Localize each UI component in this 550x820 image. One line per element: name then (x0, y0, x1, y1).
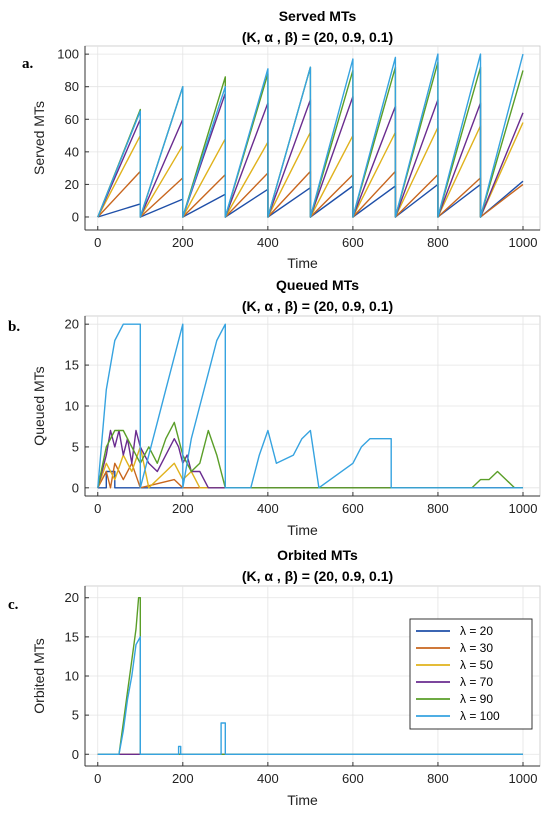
x-tick-label: 1000 (509, 235, 538, 250)
panel-subtitle: (K, α , β) = (20, 0.9, 0.1) (242, 29, 393, 45)
series-group (97, 323, 523, 489)
y-tick-label: 100 (57, 47, 79, 62)
panel-letter-label: c. (8, 597, 19, 613)
x-tick-label: 200 (172, 501, 194, 516)
y-tick-label: 80 (65, 79, 79, 94)
panel-subtitle: (K, α , β) = (20, 0.9, 0.1) (242, 298, 393, 314)
x-tick-label: 400 (257, 235, 279, 250)
y-tick-label: 60 (65, 112, 79, 127)
x-tick-label: 200 (172, 235, 194, 250)
y-tick-label: 0 (72, 209, 79, 224)
x-tick-label: 200 (172, 771, 194, 786)
x-tick-label: 600 (342, 235, 364, 250)
panel-letter-label: b. (8, 319, 20, 335)
x-tick-label: 800 (427, 501, 449, 516)
x-tick-label: 400 (257, 501, 279, 516)
y-tick-label: 5 (72, 708, 79, 723)
y-axis-label: Orbited MTs (31, 638, 47, 713)
y-tick-label: 0 (72, 747, 79, 762)
x-tick-label: 600 (342, 501, 364, 516)
x-tick-label: 800 (427, 771, 449, 786)
series-line-lambda-100 (97, 636, 523, 755)
plot-area (84, 45, 541, 231)
x-tick-label: 1000 (509, 771, 538, 786)
y-tick-label: 10 (65, 669, 79, 684)
x-tick-label: 0 (94, 771, 101, 786)
panel-letter-label: a. (22, 56, 34, 72)
x-tick-label: 400 (257, 771, 279, 786)
x-axis-label: Time (287, 522, 318, 538)
y-axis-label: Served MTs (31, 101, 47, 175)
panel-title: Orbited MTs (277, 547, 358, 563)
panel-title: Served MTs (279, 8, 357, 24)
series-group (97, 53, 524, 218)
series-line-lambda-30 (97, 462, 523, 489)
y-tick-label: 20 (65, 177, 79, 192)
y-tick-label: 10 (65, 399, 79, 414)
y-tick-label: 0 (72, 480, 79, 495)
y-tick-label: 15 (65, 358, 79, 373)
series-group (97, 597, 523, 755)
panel-3: 0 200 400 600 800 1000 0 5 10 15 20 Orbited MTs (K, … (8, 547, 541, 808)
y-tick-label: 15 (65, 629, 79, 644)
x-axis-label: Time (287, 255, 318, 271)
legend-entry-lambda-70: λ = 70 (460, 675, 493, 689)
legend-entry-lambda-30: λ = 30 (460, 641, 493, 655)
y-tick-label: 40 (65, 144, 79, 159)
legend-entry-lambda-100: λ = 100 (460, 709, 500, 723)
panel-2: 0 200 400 600 800 1000 0 5 10 15 20 Queued MTs (K, α… (8, 277, 541, 538)
legend-entry-lambda-20: λ = 20 (460, 624, 493, 638)
legend-entry-lambda-90: λ = 90 (460, 692, 493, 706)
series-line-lambda-100 (97, 53, 524, 218)
legend-box (409, 618, 533, 730)
y-tick-label: 5 (72, 439, 79, 454)
panel-title: Queued MTs (276, 277, 359, 293)
legend-entry-lambda-50: λ = 50 (460, 658, 493, 672)
series-line-lambda-90 (97, 421, 523, 489)
y-tick-label: 20 (65, 317, 79, 332)
x-tick-label: 800 (427, 235, 449, 250)
x-axis-label: Time (287, 792, 318, 808)
x-tick-label: 600 (342, 771, 364, 786)
series-line-lambda-100 (97, 323, 523, 489)
series-line-lambda-70 (97, 429, 523, 489)
x-tick-label: 1000 (509, 501, 538, 516)
y-axis-label: Queued MTs (31, 366, 47, 445)
panel-1: 0 200 400 600 800 1000 0 20 40 60 80 100 Served MTs (… (22, 8, 541, 271)
x-tick-label: 0 (94, 501, 101, 516)
x-tick-label: 0 (94, 235, 101, 250)
legend: λ = 20 λ = 30 λ = 50 λ = 70 λ = 90 λ = 100 (409, 618, 533, 730)
y-tick-label: 20 (65, 590, 79, 605)
panel-subtitle: (K, α , β) = (20, 0.9, 0.1) (242, 568, 393, 584)
